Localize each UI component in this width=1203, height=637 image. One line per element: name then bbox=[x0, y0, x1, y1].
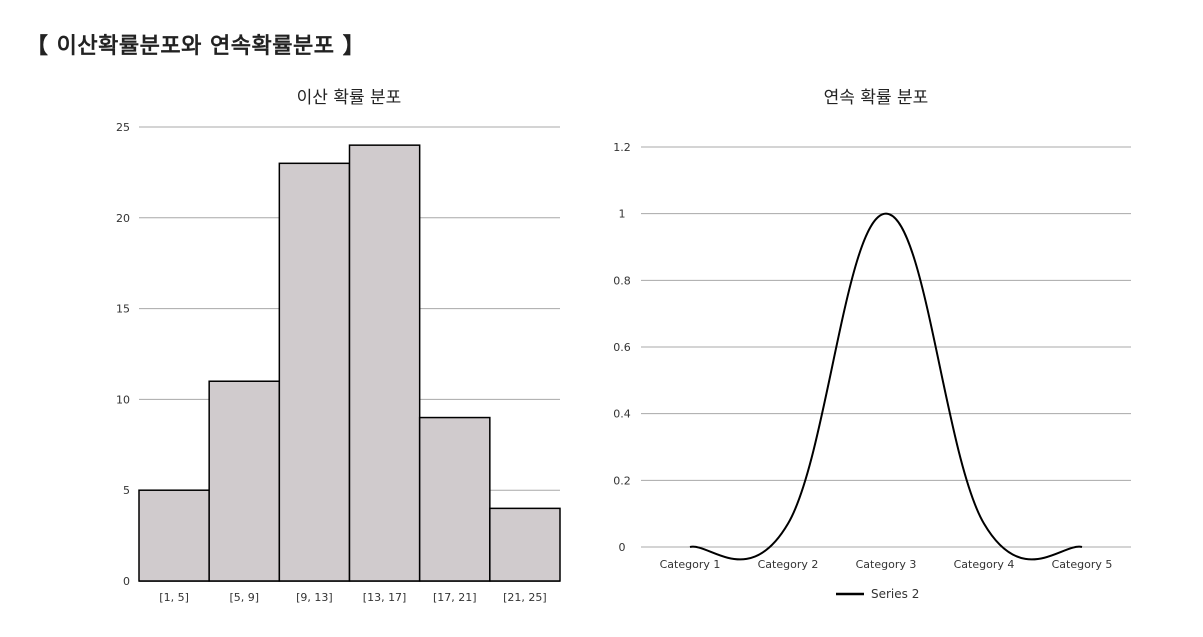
continuous-title: 연속 확률 분포 bbox=[824, 88, 929, 108]
legend: Series 2 bbox=[836, 587, 919, 601]
continuous-y-tick-label: 1 bbox=[619, 208, 626, 221]
histogram-y-tick-label: 0 bbox=[123, 575, 130, 588]
continuous-x-tick-label: Category 4 bbox=[954, 558, 1015, 571]
histogram-x-tick-label: [9, 13] bbox=[296, 591, 333, 604]
continuous-gridlines bbox=[641, 146, 1131, 548]
continuous-y-tick-label: 0 bbox=[619, 541, 626, 554]
continuous-x-tick-label: Category 3 bbox=[856, 558, 917, 571]
continuous-chart: 연속 확률 분포 00.20.40.60.811.2 Category 1 Cat… bbox=[613, 88, 1131, 601]
histogram-x-tick-label: [17, 21] bbox=[433, 591, 477, 604]
continuous-y-tick-label: 1.2 bbox=[613, 141, 631, 154]
continuous-x-tick-label: Category 1 bbox=[660, 558, 721, 571]
histogram-bar bbox=[489, 507, 561, 582]
legend-label: Series 2 bbox=[871, 587, 919, 601]
histogram-bar bbox=[348, 144, 421, 582]
histogram-bar bbox=[278, 162, 351, 582]
histogram-bar bbox=[138, 489, 210, 582]
continuous-x-tick-label: Category 2 bbox=[758, 558, 819, 571]
histogram-bar bbox=[208, 380, 281, 582]
histogram-y-tick-label: 15 bbox=[116, 303, 130, 316]
histogram-bar bbox=[418, 416, 491, 582]
histogram-y-tick-label: 5 bbox=[123, 484, 130, 497]
continuous-x-tick-label: Category 5 bbox=[1052, 558, 1113, 571]
continuous-y-tick-label: 0.4 bbox=[613, 408, 631, 421]
histogram-x-tick-label: [1, 5] bbox=[159, 591, 189, 604]
histogram-x-ticks: [1, 5] [5, 9] [9, 13] [13, 17] [17, 21] [21, … bbox=[159, 591, 546, 604]
histogram-x-tick-label: [13, 17] bbox=[363, 591, 407, 604]
histogram-y-ticks: 0 5 10 15 20 25 bbox=[116, 121, 130, 588]
histogram-y-tick-label: 10 bbox=[116, 393, 130, 406]
continuous-y-tick-label: 0.8 bbox=[613, 274, 631, 287]
continuous-y-tick-label: 0.2 bbox=[613, 474, 631, 487]
page-title: 【 이산확률분포와 연속확률분포 】 bbox=[26, 34, 366, 59]
histogram-x-tick-label: [21, 25] bbox=[503, 591, 547, 604]
histogram-bars bbox=[138, 144, 561, 582]
histogram-y-tick-label: 25 bbox=[116, 121, 130, 134]
continuous-y-ticks: 0 0.2 0.4 0.6 0.8 1 1.2 bbox=[613, 141, 631, 554]
continuous-x-ticks: Category 1 Category 2 Category 3 Category 4… bbox=[660, 558, 1113, 571]
histogram-title: 이산 확률 분포 bbox=[297, 88, 402, 108]
histogram-x-tick-label: [5, 9] bbox=[229, 591, 259, 604]
continuous-series-lines bbox=[689, 212, 1083, 561]
histogram-y-tick-label: 20 bbox=[116, 212, 130, 225]
continuous-y-tick-label: 0.6 bbox=[613, 341, 631, 354]
series-line bbox=[689, 212, 1083, 561]
